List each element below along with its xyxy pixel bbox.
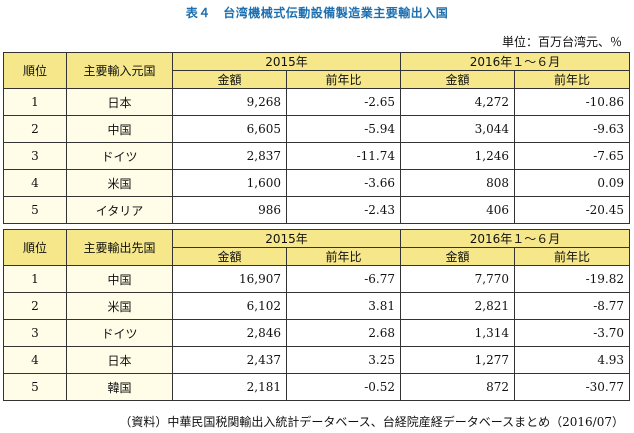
yoy-2016h1-cell: -9.63 [514,115,631,143]
header-rank: 順位 [3,229,67,266]
yoy-2015-cell: 2.68 [285,319,402,347]
country-cell: 韓国 [66,373,173,401]
amount-2016h1-cell: 4,272 [400,88,516,116]
import-table: 順位 主要輸入元国 2015年 2016年１～６月 金額 前年比 金額 前年比 … [3,52,631,224]
amount-2016h1-cell: 808 [400,169,516,197]
yoy-2016h1-cell: -3.70 [514,319,631,347]
amount-2015-cell: 6,102 [172,292,287,320]
country-cell: 米国 [66,292,173,320]
country-cell: 日本 [66,346,173,374]
yoy-2016h1-cell: -19.82 [514,265,631,293]
country-cell: イタリア [66,196,173,224]
header-yoy: 前年比 [514,247,631,266]
yoy-2016h1-cell: -8.77 [514,292,631,320]
table-row: 5 イタリア 986 -2.43 406 -20.45 [3,196,631,224]
country-cell: 中国 [66,265,173,293]
header-yoy: 前年比 [285,247,402,266]
rank-cell: 1 [3,88,67,116]
yoy-2015-cell: -5.94 [285,115,402,143]
table-row: 4 米国 1,600 -3.66 808 0.09 [3,169,631,197]
rank-cell: 4 [3,169,67,197]
rank-cell: 4 [3,346,67,374]
amount-2015-cell: 986 [172,196,287,224]
yoy-2015-cell: -11.74 [285,142,402,170]
country-cell: 日本 [66,88,173,116]
amount-2016h1-cell: 1,246 [400,142,516,170]
yoy-2016h1-cell: -20.45 [514,196,631,224]
yoy-2015-cell: -3.66 [285,169,402,197]
table-row: 1 日本 9,268 -2.65 4,272 -10.86 [3,88,631,116]
amount-2016h1-cell: 1,277 [400,346,516,374]
table-row: 5 韓国 2,181 -0.52 872 -30.77 [3,373,631,401]
amount-2015-cell: 2,181 [172,373,287,401]
table-row: 1 中国 16,907 -6.77 7,770 -19.82 [3,265,631,293]
header-amount: 金額 [400,70,516,89]
amount-2015-cell: 1,600 [172,169,287,197]
header-period-2016h1: 2016年１～６月 [400,52,631,71]
source-note: （資料）中華民国税関輸出入統計データベース、台経院産経データベースまとめ（201… [119,415,624,429]
amount-2016h1-cell: 2,821 [400,292,516,320]
amount-2015-cell: 2,837 [172,142,287,170]
yoy-2016h1-cell: -30.77 [514,373,631,401]
header-amount: 金額 [400,247,516,266]
amount-2016h1-cell: 3,044 [400,115,516,143]
table-title: 表４ 台湾機械式伝動設備製造業主要輸出入国 [185,6,449,20]
rank-cell: 2 [3,115,67,143]
country-cell: ドイツ [66,319,173,347]
country-cell: 中国 [66,115,173,143]
yoy-2016h1-cell: 0.09 [514,169,631,197]
header-yoy: 前年比 [514,70,631,89]
amount-2016h1-cell: 406 [400,196,516,224]
amount-2016h1-cell: 1,314 [400,319,516,347]
amount-2016h1-cell: 872 [400,373,516,401]
amount-2016h1-cell: 7,770 [400,265,516,293]
amount-2015-cell: 16,907 [172,265,287,293]
header-period-2016h1: 2016年１～６月 [400,229,631,248]
rank-cell: 5 [3,373,67,401]
unit-note: 単位：百万台湾元、％ [501,35,622,49]
export-table: 順位 主要輸出先国 2015年 2016年１～６月 金額 前年比 金額 前年比 … [3,229,631,401]
header-country: 主要輸出先国 [66,229,173,266]
yoy-2015-cell: -2.65 [285,88,402,116]
rank-cell: 2 [3,292,67,320]
table-row: 2 中国 6,605 -5.94 3,044 -9.63 [3,115,631,143]
header-country: 主要輸入元国 [66,52,173,89]
rank-cell: 1 [3,265,67,293]
header-period-2015: 2015年 [171,229,402,248]
table-row: 2 米国 6,102 3.81 2,821 -8.77 [3,292,631,320]
yoy-2016h1-cell: 4.93 [514,346,631,374]
yoy-2015-cell: 3.81 [285,292,402,320]
rank-cell: 3 [3,142,67,170]
yoy-2015-cell: -2.43 [285,196,402,224]
header-rank: 順位 [3,52,67,89]
amount-2015-cell: 2,846 [172,319,287,347]
yoy-2016h1-cell: -10.86 [514,88,631,116]
amount-2015-cell: 9,268 [172,88,287,116]
yoy-2015-cell: 3.25 [285,346,402,374]
header-amount: 金額 [172,70,287,89]
country-cell: ドイツ [66,142,173,170]
header-amount: 金額 [172,247,287,266]
yoy-2016h1-cell: -7.65 [514,142,631,170]
table-row: 3 ドイツ 2,837 -11.74 1,246 -7.65 [3,142,631,170]
rank-cell: 5 [3,196,67,224]
table-row: 3 ドイツ 2,846 2.68 1,314 -3.70 [3,319,631,347]
yoy-2015-cell: -6.77 [285,265,402,293]
rank-cell: 3 [3,319,67,347]
yoy-2015-cell: -0.52 [285,373,402,401]
header-yoy: 前年比 [285,70,402,89]
country-cell: 米国 [66,169,173,197]
amount-2015-cell: 6,605 [172,115,287,143]
table-row: 4 日本 2,437 3.25 1,277 4.93 [3,346,631,374]
header-period-2015: 2015年 [171,52,402,71]
amount-2015-cell: 2,437 [172,346,287,374]
